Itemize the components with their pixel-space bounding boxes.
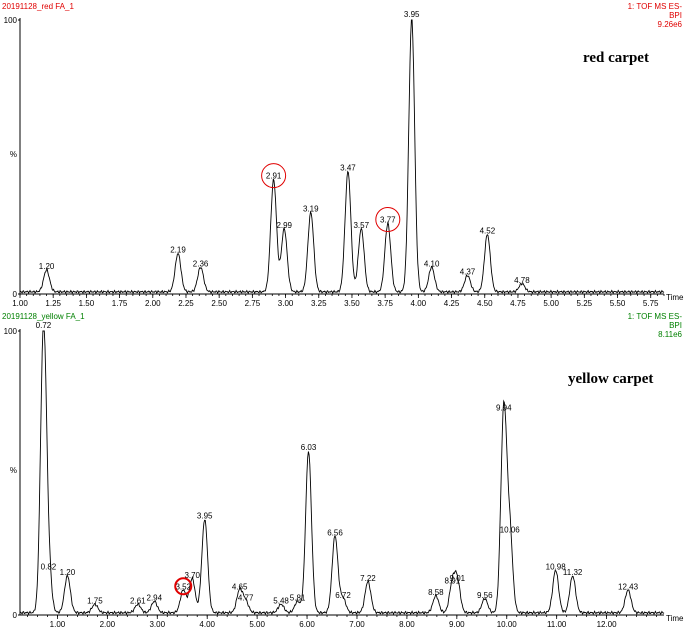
panel2-header-right: 1: TOF MS ES- BPI 8.11e6 xyxy=(628,312,682,339)
chart1-peak-label: 3.95 xyxy=(404,10,420,19)
chart1-xtick-label: 1.25 xyxy=(45,299,61,308)
chart1-xtick-label: 3.50 xyxy=(344,299,360,308)
chart2-peak-label: 0.82 xyxy=(41,562,57,571)
panel1-header-left: 20191128_red FA_1 xyxy=(2,2,74,11)
chart2-peak-label: 6.56 xyxy=(327,528,343,537)
chart1-xtick-label: 3.25 xyxy=(311,299,327,308)
chart1-peak-label: 2.91 xyxy=(266,172,282,181)
chart1-peak-label: 4.10 xyxy=(424,259,440,268)
chart2-peak-label: 3.52 xyxy=(175,582,191,591)
chart2-ytick-100: 100 xyxy=(4,327,18,336)
chart1-peak-label: 3.77 xyxy=(380,216,396,225)
chart2-xtick-label: 8.00 xyxy=(399,620,415,629)
chart1-peak-label: 4.78 xyxy=(514,276,530,285)
chart2-peak-label: 8.91 xyxy=(445,577,461,586)
chart2-peak-label: 11.32 xyxy=(563,568,583,577)
chart2-xtick-label: 6.00 xyxy=(299,620,315,629)
chart1-xtick-label: 2.25 xyxy=(178,299,194,308)
chart1-xtick-label: 2.00 xyxy=(145,299,161,308)
chart2-peak-label: 0.72 xyxy=(36,321,52,330)
chart2-peak-label: 4.77 xyxy=(238,594,254,603)
panel2-header-right-line3: 8.11e6 xyxy=(658,330,682,339)
chart2-peak-highlight-circle xyxy=(174,577,193,596)
chart2-peak-label: 6.03 xyxy=(301,443,317,452)
chart1-xtick-label: 1.00 xyxy=(12,299,28,308)
chart1-peak-label: 4.52 xyxy=(480,226,496,235)
chart2-peak-label: 3.70 xyxy=(184,571,200,580)
chart1-peak-highlight-circle xyxy=(261,163,287,189)
chart2-peak-label: 10.06 xyxy=(500,525,521,534)
chart2-peak-label: 5.81 xyxy=(290,594,306,603)
chart2-peak-label: 10.98 xyxy=(546,562,567,571)
chart2-peak-label: 9.94 xyxy=(496,403,512,412)
chart2-xlabel: Time xyxy=(666,614,684,623)
panel2-sample-label: yellow carpet xyxy=(568,371,654,387)
chart2-peak-label: 4.65 xyxy=(232,582,248,591)
chart2-xtick-label: 11.00 xyxy=(547,620,567,629)
chart2-peak-label: 2.61 xyxy=(130,596,146,605)
chart1-ytick-100: 100 xyxy=(4,16,18,25)
chart1-xtick-label: 4.50 xyxy=(477,299,493,308)
chart2-peak-label: 1.75 xyxy=(87,596,103,605)
panel1-header-right-line2: BPI xyxy=(669,11,682,20)
chart2-xtick-label: 12.00 xyxy=(597,620,618,629)
panel1-sample-label: red carpet xyxy=(583,50,649,66)
chart2-xtick-label: 4.00 xyxy=(199,620,215,629)
chart2-peak-label: 9.01 xyxy=(450,574,466,583)
chart2-ytick-percent: % xyxy=(10,466,17,475)
chart1-xtick-label: 4.00 xyxy=(411,299,427,308)
panel2-header-left: 20191128_yellow FA_1 xyxy=(2,312,85,321)
chart2-peak-label: 8.58 xyxy=(428,588,444,597)
chart1-xtick-label: 4.75 xyxy=(510,299,526,308)
chart2-peak-label: 2.94 xyxy=(147,594,163,603)
chart2-peak-label: 6.72 xyxy=(335,591,351,600)
chart2-peak-label: 7.22 xyxy=(360,574,376,583)
chart1-peak-label: 3.47 xyxy=(340,163,356,172)
chart2-peak-label: 1.20 xyxy=(60,568,76,577)
chart2-trace xyxy=(19,330,665,616)
chart1-xtick-label: 1.75 xyxy=(112,299,128,308)
panel1-header-right-line3: 9.26e6 xyxy=(657,20,682,29)
chart1-xlabel: Time xyxy=(666,293,684,302)
chart1-xtick-label: 3.00 xyxy=(278,299,294,308)
chart2-xtick-label: 7.00 xyxy=(349,620,365,629)
chart1-xtick-label: 1.50 xyxy=(79,299,95,308)
chart2-ytick-0: 0 xyxy=(13,611,18,620)
chart2-xtick-label: 2.00 xyxy=(100,620,116,629)
chart1-xtick-label: 5.75 xyxy=(643,299,659,308)
chart2-xtick-label: 3.00 xyxy=(149,620,165,629)
chart1-peak-label: 2.36 xyxy=(193,259,209,268)
chart1-xtick-label: 3.75 xyxy=(377,299,393,308)
chart2-peak-label: 12.43 xyxy=(618,582,639,591)
panel2-header-right-line2: BPI xyxy=(669,321,682,330)
chart2-xtick-label: 1.00 xyxy=(50,620,66,629)
chart1-peak-label: 1.20 xyxy=(39,262,55,271)
chart2-xtick-label: 10.00 xyxy=(497,620,518,629)
panel1-header-right-line1: 1: TOF MS ES- xyxy=(627,2,682,11)
chart1-xtick-label: 5.00 xyxy=(543,299,559,308)
panel1-header-right: 1: TOF MS ES- BPI 9.26e6 xyxy=(628,2,682,29)
panel2-header-right-line1: 1: TOF MS ES- xyxy=(627,312,682,321)
chart1-peak-label: 2.19 xyxy=(170,246,186,255)
chart2-peak-label: 3.95 xyxy=(197,511,213,520)
chart1-xtick-label: 5.50 xyxy=(610,299,626,308)
chart1-xtick-label: 2.75 xyxy=(245,299,261,308)
chart1-xtick-label: 5.25 xyxy=(577,299,593,308)
chart1-ytick-0: 0 xyxy=(13,290,18,299)
chart1-peak-label: 2.99 xyxy=(276,221,292,230)
chart1-ytick-percent: % xyxy=(10,150,17,159)
chart1-peak-highlight-circle xyxy=(375,207,401,232)
chart1-peak-label: 3.57 xyxy=(353,221,369,230)
chart1-peak-label: 4.37 xyxy=(460,268,476,277)
chart1-trace xyxy=(19,19,665,295)
chart1-xtick-label: 4.25 xyxy=(444,299,460,308)
chart2-xtick-label: 5.00 xyxy=(249,620,265,629)
chart2-xtick-label: 9.00 xyxy=(449,620,465,629)
chart1-peak-label: 3.19 xyxy=(303,205,319,214)
chart2-peak-label: 5.48 xyxy=(273,596,289,605)
chart2-peak-label: 9.56 xyxy=(477,591,493,600)
chart1-xtick-label: 2.50 xyxy=(211,299,227,308)
